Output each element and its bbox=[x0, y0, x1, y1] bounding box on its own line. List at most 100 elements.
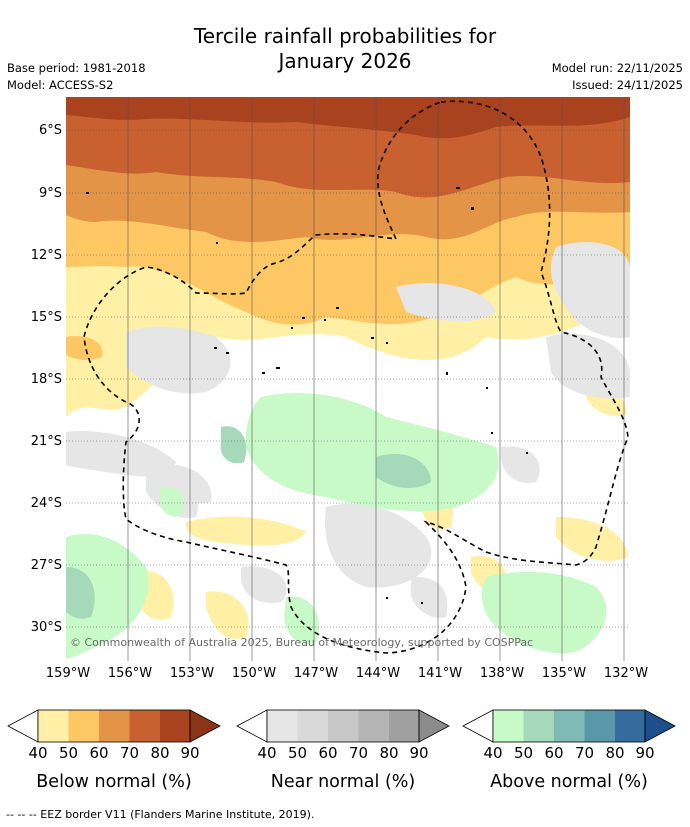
colorbar-above-label: Above normal (%) bbox=[490, 772, 648, 792]
meta-left: Base period: 1981-2018 Model: ACCESS-S2 bbox=[7, 60, 146, 94]
lon-label: 138°W bbox=[479, 666, 525, 681]
colorbar-above-swatch bbox=[523, 710, 554, 742]
near-40-region-7 bbox=[325, 503, 432, 588]
above-40-region-5 bbox=[159, 486, 185, 517]
colorbar-near-tick: 70 bbox=[348, 744, 369, 762]
colorbar-below-swatch bbox=[38, 710, 69, 742]
colorbar-above-min-arrow bbox=[462, 709, 494, 743]
colorbar-near-tick: 60 bbox=[318, 744, 338, 762]
colorbar-below-swatch bbox=[129, 710, 160, 742]
colorbar-above-swatch bbox=[493, 710, 524, 742]
near-40-region-2 bbox=[66, 431, 176, 477]
lon-label: 159°W bbox=[45, 666, 91, 681]
colorbar-below bbox=[7, 709, 221, 743]
colorbar-below-swatch bbox=[160, 710, 190, 742]
title-line-1: Tercile rainfall probabilities for bbox=[193, 24, 497, 48]
model-run: Model run: 22/11/2025 bbox=[551, 61, 683, 75]
issued-date: Issued: 24/11/2025 bbox=[572, 78, 683, 92]
above-40-region-1 bbox=[245, 393, 499, 512]
map-title: Tercile rainfall probabilities for Janua… bbox=[0, 24, 690, 74]
above-50-region-2 bbox=[220, 426, 247, 464]
lon-label: 147°W bbox=[293, 666, 339, 681]
lat-label: 9°S bbox=[38, 186, 62, 201]
meridians bbox=[127, 97, 625, 661]
lat-label: 24°S bbox=[30, 496, 62, 511]
lat-label: 12°S bbox=[30, 248, 62, 263]
colorbar-near-swatch bbox=[328, 710, 359, 742]
colorbar-near-tick: 50 bbox=[287, 744, 308, 762]
colorbar-above-tick: 90 bbox=[635, 744, 655, 762]
title-line-2: January 2026 bbox=[278, 49, 412, 73]
lat-label: 30°S bbox=[30, 620, 62, 635]
colorbar-below-min-arrow bbox=[7, 709, 39, 743]
probability-map: © Commonwealth of Australia 2025, Bureau… bbox=[66, 97, 630, 661]
colorbar-above-max-arrow bbox=[644, 709, 676, 743]
below-40-south-patch-7 bbox=[556, 517, 628, 561]
base-period: Base period: 1981-2018 bbox=[7, 61, 146, 75]
colorbar-near bbox=[236, 709, 450, 743]
below-50-south-patch bbox=[66, 335, 103, 361]
lat-label: 15°S bbox=[30, 310, 62, 325]
lat-label: 21°S bbox=[30, 434, 62, 449]
colorbar-above-swatch bbox=[554, 710, 585, 742]
colorbar-above-swatch bbox=[615, 710, 645, 742]
colorbar-near-min-arrow bbox=[236, 709, 268, 743]
colorbar-near-swatch bbox=[297, 710, 328, 742]
colorbar-near-tick: 80 bbox=[379, 744, 399, 762]
colorbar-near-tick: 90 bbox=[409, 744, 429, 762]
island-markers bbox=[86, 187, 528, 604]
colorbar-above-tick: 40 bbox=[483, 744, 503, 762]
lon-label: 144°W bbox=[355, 666, 401, 681]
colorbar-above-tick: 60 bbox=[544, 744, 564, 762]
graticule bbox=[66, 129, 630, 628]
map-svg: © Commonwealth of Australia 2025, Bureau… bbox=[66, 97, 630, 661]
eez-footer-note: -- -- -- EEZ border V11 (Flanders Marine… bbox=[6, 808, 315, 821]
below-40-south-patch-1 bbox=[185, 516, 306, 546]
colorbar-above bbox=[462, 709, 676, 743]
colorbar-below-swatch bbox=[99, 710, 130, 742]
colorbar-above-tick: 80 bbox=[605, 744, 625, 762]
near-40-region-9 bbox=[501, 446, 540, 483]
lat-label: 27°S bbox=[30, 558, 62, 573]
meta-right: Model run: 22/11/2025 Issued: 24/11/2025 bbox=[552, 60, 683, 94]
lon-label: 135°W bbox=[541, 666, 587, 681]
near-40-region-1 bbox=[126, 326, 231, 394]
colorbar-below-max-arrow bbox=[189, 709, 221, 743]
lon-label: 156°W bbox=[107, 666, 153, 681]
lat-label: 18°S bbox=[30, 372, 62, 387]
above-50-region-1 bbox=[376, 453, 431, 489]
near-40-region-6 bbox=[546, 333, 630, 399]
lat-label: 6°S bbox=[38, 123, 62, 138]
colorbar-below-tick: 50 bbox=[58, 744, 79, 762]
eez-border-line bbox=[83, 100, 629, 654]
above-40-region-4 bbox=[284, 596, 320, 645]
colorbar-below-tick: 60 bbox=[89, 744, 109, 762]
colorbar-near-swatch bbox=[267, 710, 298, 742]
lon-label: 153°W bbox=[169, 666, 215, 681]
colorbar-near-swatch bbox=[358, 710, 389, 742]
colorbar-below-tick: 90 bbox=[180, 744, 200, 762]
colorbar-below-tick: 70 bbox=[119, 744, 140, 762]
near-40-region-4 bbox=[396, 283, 496, 322]
colorbar-near-swatch bbox=[389, 710, 419, 742]
colorbar-near-tick: 40 bbox=[257, 744, 277, 762]
lon-label: 150°W bbox=[231, 666, 277, 681]
lon-label: 132°W bbox=[603, 666, 649, 681]
colorbar-above-tick: 50 bbox=[513, 744, 534, 762]
above-50-region-3 bbox=[66, 567, 95, 619]
colorbar-above-tick: 70 bbox=[574, 744, 595, 762]
above-40-region-3 bbox=[481, 571, 607, 654]
copyright-text: © Commonwealth of Australia 2025, Bureau… bbox=[70, 636, 533, 649]
colorbar-below-tick: 80 bbox=[150, 744, 170, 762]
colorbar-near-max-arrow bbox=[418, 709, 450, 743]
colorbar-near-label: Near normal (%) bbox=[270, 772, 416, 792]
model-name: Model: ACCESS-S2 bbox=[7, 78, 114, 92]
colorbar-below-swatch bbox=[68, 710, 99, 742]
near-40-region-5 bbox=[550, 242, 630, 338]
colorbar-below-tick: 40 bbox=[28, 744, 48, 762]
colorbars bbox=[7, 709, 676, 743]
near-40-region-10 bbox=[241, 566, 287, 603]
colorbar-below-label: Below normal (%) bbox=[36, 772, 192, 792]
lon-label: 141°W bbox=[417, 666, 463, 681]
colorbar-above-swatch bbox=[584, 710, 615, 742]
